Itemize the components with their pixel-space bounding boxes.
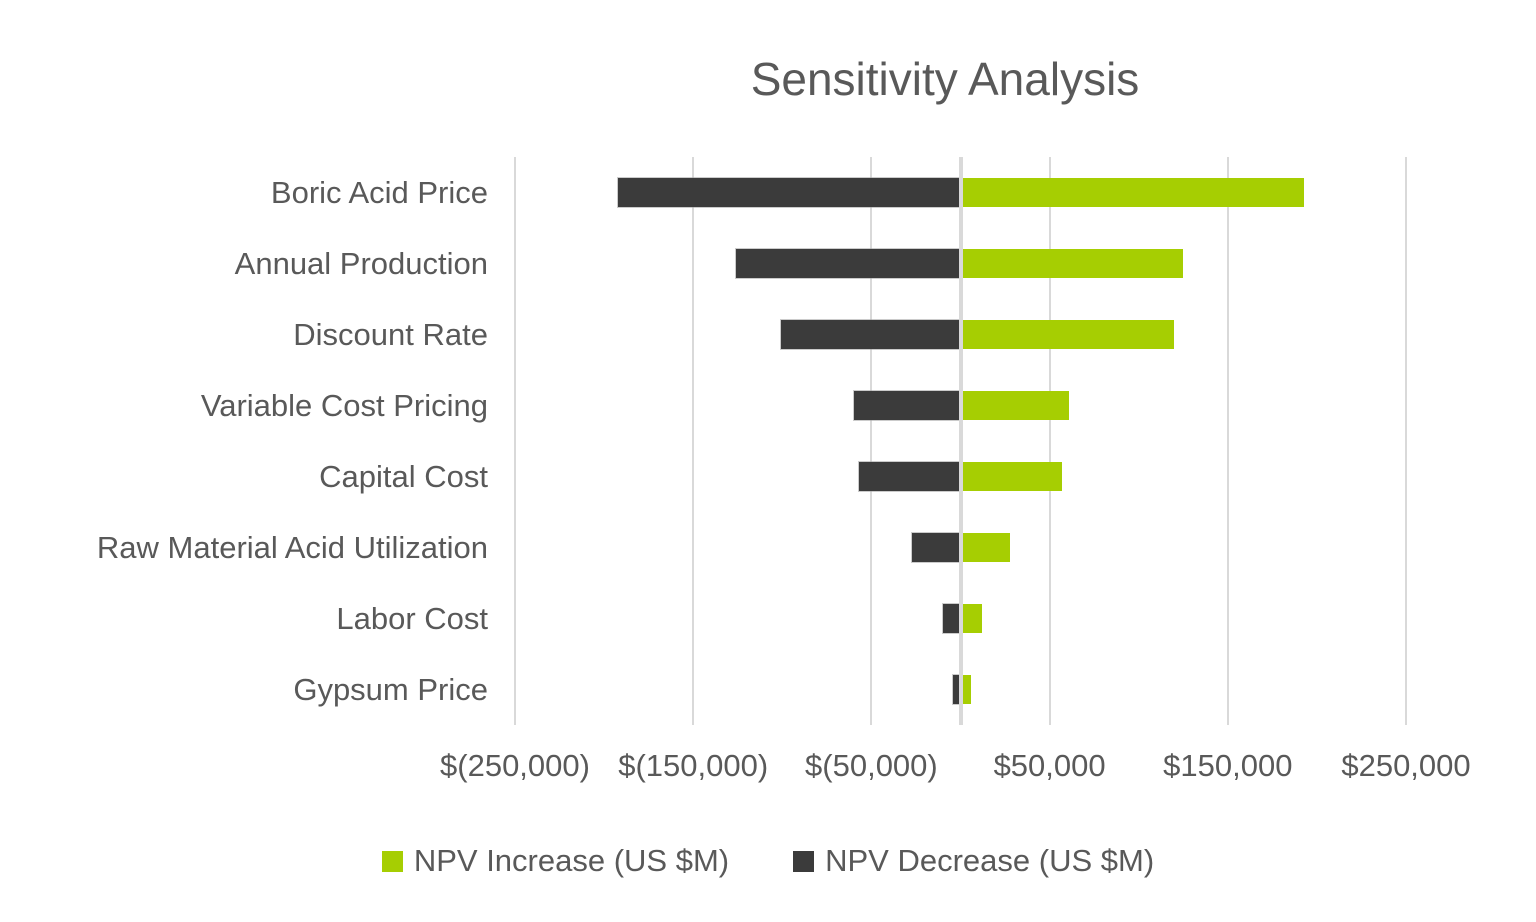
category-label: Discount Rate xyxy=(293,317,488,352)
gridline xyxy=(1048,157,1051,725)
legend-item-npv-increase: NPV Increase (US $M) xyxy=(381,843,730,879)
category-label: Capital Cost xyxy=(319,459,488,494)
bar-npv-increase xyxy=(960,320,1175,349)
bar-npv-increase xyxy=(960,462,1063,491)
bar-npv-increase xyxy=(960,249,1184,278)
category-label: Boric Acid Price xyxy=(270,175,488,210)
chart-title: Sensitivity Analysis xyxy=(750,53,1140,105)
legend-swatch-npv-increase-icon xyxy=(381,850,403,872)
gridline xyxy=(1226,157,1229,725)
category-label: Variable Cost Pricing xyxy=(200,388,488,423)
bar-npv-increase xyxy=(960,533,1011,562)
bar-npv-increase xyxy=(960,604,982,633)
bar-npv-increase xyxy=(960,178,1305,207)
bar-npv-decrease xyxy=(912,533,961,562)
x-tick-label: $(50,000) xyxy=(805,748,938,783)
bar-npv-decrease xyxy=(735,249,961,278)
legend-swatch-npv-decrease-icon xyxy=(793,850,815,872)
legend-label-npv-decrease: NPV Decrease (US $M) xyxy=(825,843,1155,878)
gridline xyxy=(870,157,873,725)
bar-npv-decrease xyxy=(942,604,961,633)
zero-axis-line xyxy=(958,157,963,725)
gridline xyxy=(1405,157,1407,725)
x-tick-label: $150,000 xyxy=(1163,748,1293,783)
x-tick-label: $250,000 xyxy=(1341,748,1471,783)
category-label: Labor Cost xyxy=(336,601,488,636)
gridline xyxy=(692,157,695,725)
legend-label-npv-increase: NPV Increase (US $M) xyxy=(413,843,730,878)
category-label: Annual Production xyxy=(234,246,488,281)
bar-npv-increase xyxy=(960,675,972,704)
legend-item-npv-decrease: NPV Decrease (US $M) xyxy=(793,843,1154,879)
category-label: Raw Material Acid Utilization xyxy=(96,530,488,565)
gridline xyxy=(514,157,516,725)
bar-npv-decrease xyxy=(853,391,961,420)
x-tick-label: $(250,000) xyxy=(440,748,590,783)
bar-npv-decrease xyxy=(618,178,961,207)
bar-npv-decrease xyxy=(953,675,961,704)
category-label: Gypsum Price xyxy=(293,672,488,707)
bar-npv-decrease xyxy=(858,462,961,491)
x-tick-label: $50,000 xyxy=(993,748,1106,783)
bar-npv-decrease xyxy=(780,320,961,349)
legend: NPV Increase (US $M) NPV Decrease (US $M… xyxy=(0,843,1536,879)
bar-npv-increase xyxy=(960,391,1070,420)
x-tick-label: $(150,000) xyxy=(618,748,769,783)
